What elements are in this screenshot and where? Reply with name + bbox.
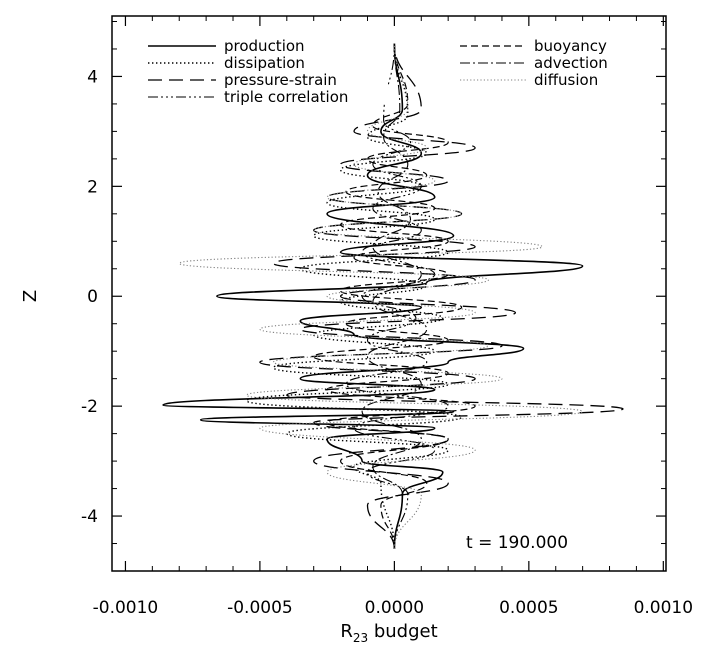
x-tick-label: 0.0005 <box>499 598 558 618</box>
legend-background-right <box>456 34 636 86</box>
x-tick-label: 0.0010 <box>634 598 693 618</box>
legend-label: buoyancy <box>534 37 607 55</box>
x-axis-label: R23 budget <box>340 621 437 645</box>
series-line-production <box>162 43 584 550</box>
x-axis-label-subscript: 23 <box>353 631 368 645</box>
x-tick-label: -0.0005 <box>227 598 293 618</box>
time-annotation: t = 190.000 <box>466 533 568 553</box>
legend-label: dissipation <box>224 54 305 72</box>
y-axis-label: Z <box>20 290 41 302</box>
legend-label: advection <box>534 54 608 72</box>
x-tick-label: -0.0010 <box>93 598 159 618</box>
series-line-diffusion <box>178 43 584 550</box>
y-tick-label: 0 <box>87 287 98 307</box>
y-tick-label: -4 <box>81 507 98 527</box>
x-axis-label-suffix: budget <box>368 621 438 642</box>
y-tick-label: -2 <box>81 397 98 417</box>
series-line-advection <box>361 43 428 550</box>
legend-label: production <box>224 37 305 55</box>
x-axis-label-main: R <box>340 621 353 642</box>
y-tick-label: 2 <box>87 177 98 197</box>
legend-label: triple correlation <box>224 88 348 106</box>
y-tick-label: 4 <box>87 67 98 87</box>
plot-frame <box>111 15 667 572</box>
series-line-dissipation <box>245 43 463 550</box>
axis-layer: -0.0010 -0.0005 0.0000 0.0005 0.0010 -4 -2 0 2 4 <box>81 16 693 618</box>
legend: productiondissipationpressure-straintrip… <box>140 34 636 106</box>
x-tick-label: 0.0000 <box>365 598 424 618</box>
series-layer <box>162 43 624 550</box>
legend-label: diffusion <box>534 71 598 89</box>
series-line-pressure-strain <box>259 43 624 550</box>
series-line-triple-correlation <box>345 43 449 550</box>
series-line-buoyancy <box>313 43 476 550</box>
legend-label: pressure-strain <box>224 71 337 89</box>
